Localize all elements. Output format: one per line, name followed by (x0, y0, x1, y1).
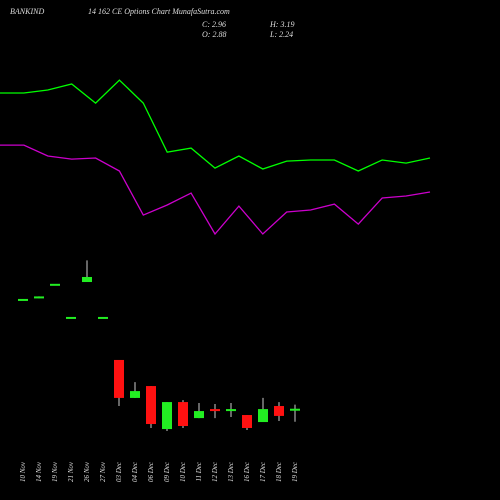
x-tick-label: 14 Nov (35, 461, 43, 482)
candle-body (82, 276, 92, 283)
candle-body (114, 359, 124, 398)
x-tick-label: 19 Nov (51, 461, 59, 482)
x-tick-label: 17 Dec (259, 461, 267, 482)
x-tick-label: 27 Nov (99, 461, 107, 482)
x-tick-label: 06 Dec (147, 461, 155, 482)
ohlc-low: L: 2.24 (269, 30, 293, 39)
candle-body (210, 409, 220, 412)
x-tick-label: 12 Dec (211, 461, 219, 482)
x-tick-label: 10 Dec (179, 461, 187, 482)
candle-body (98, 316, 108, 319)
candle-body (274, 406, 284, 416)
candle-body (162, 402, 172, 430)
candle-body (178, 402, 188, 427)
candle-body (18, 298, 28, 301)
ohlc-open: O: 2.88 (202, 30, 226, 39)
x-tick-label: 16 Dec (243, 461, 251, 482)
ohlc-high: H: 3.19 (269, 20, 294, 29)
x-tick-label: 19 Dec (291, 461, 299, 482)
indicator-line (0, 79, 431, 172)
candle-body (226, 409, 236, 412)
candle-body (146, 386, 156, 425)
ohlc-close: C: 2.96 (202, 20, 226, 29)
x-tick-label: 04 Dec (131, 461, 139, 482)
chart-title: BANKIND (10, 7, 44, 16)
candle-body (130, 391, 140, 398)
indicator-line (0, 144, 431, 236)
x-tick-label: 11 Dec (195, 461, 203, 481)
candle-body (290, 408, 300, 411)
x-tick-label: 18 Dec (275, 461, 283, 482)
x-tick-label: 26 Nov (83, 461, 91, 482)
candle-body (242, 415, 252, 428)
candle-body (194, 411, 204, 419)
x-tick-label: 03 Dec (115, 461, 123, 482)
candle-body (66, 316, 76, 319)
x-tick-label: 13 Dec (227, 461, 235, 482)
chart-subtitle: 14 162 CE Options Chart MunafaSutra.com (88, 7, 230, 16)
x-tick-label: 21 Nov (67, 461, 75, 482)
x-tick-label: 09 Dec (163, 461, 171, 482)
candle-body (34, 296, 44, 299)
candle-body (258, 409, 268, 423)
candle-body (50, 283, 60, 286)
x-tick-label: 10 Nov (19, 461, 27, 482)
